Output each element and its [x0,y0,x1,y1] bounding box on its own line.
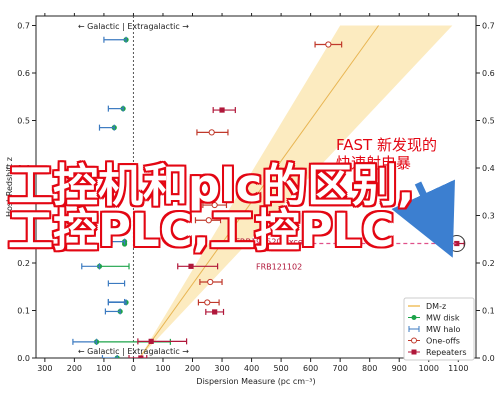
y-tick-label-right: 0.2 [482,259,495,268]
legend-label: MW halo [426,325,461,334]
legend-label: Repeaters [426,348,467,357]
one-offs-point [204,299,211,306]
repeaters-point [188,263,194,269]
x-tick-label: 900 [392,364,407,373]
x-tick-label: 100 [96,364,111,373]
frb-label: FRB121102 [256,262,302,271]
y-tick-label-right: 0.1 [482,307,495,316]
x-tick-label: 200 [67,364,82,373]
legend-box [403,297,475,361]
y-tick-label: 0.7 [17,22,30,31]
x-tick-label: 200 [185,364,200,373]
x-tick-label: 100 [155,364,170,373]
y-tick-label: 0.0 [17,354,30,363]
one-offs-point [325,41,332,48]
y-tick-label: 0.5 [17,117,30,126]
pointer-arrow [391,179,455,258]
x-tick-label: 300 [37,364,52,373]
y-tick-label-right: 0.0 [482,354,495,363]
dm-z-line [138,25,379,358]
y-tick-label-right: 0.4 [482,164,495,173]
y-tick-label-right: 0.5 [482,117,495,126]
divider-label-bottom: ← Galactic | Extragalactic → [78,347,189,356]
y-tick-label-right: 0.3 [482,212,495,221]
frb-label: FRB190520 excess [235,238,311,247]
y-axis-label: Host Redshift z [5,157,14,217]
one-offs-point [205,217,212,224]
dm-z-band [139,25,453,358]
one-offs-point [211,201,218,209]
one-offs-point [207,278,214,286]
x-tick-label: 1100 [448,364,468,373]
legend-label: MW disk [426,314,460,323]
legend-swatch-dot [411,315,417,320]
repeaters-point [219,107,225,113]
legend-swatch-square [411,349,417,355]
repeaters-point [138,355,144,358]
repeaters-point [212,309,218,315]
x-tick-label: 800 [362,364,377,373]
legend-label: DM-z [426,302,446,311]
y-tick-label: 0.3 [17,212,30,221]
x-tick-label: 600 [303,364,318,373]
x-axis-label: Dispersion Measure (pc cm⁻³) [196,377,315,386]
y-tick-label: 0.1 [17,307,30,316]
x-tick-label: 400 [244,364,259,373]
x-tick-label: 500 [273,364,288,373]
one-offs-point [208,129,215,136]
repeaters-point [148,338,154,344]
x-tick-label: 1000 [419,364,439,373]
x-tick-label: 300 [214,364,229,373]
y-tick-label: 0.2 [17,259,30,268]
legend-label: One-offs [426,337,460,346]
y-tick-label: 0.6 [17,69,30,78]
repeaters-point [454,240,460,247]
x-tick-label: 700 [333,364,348,373]
legend-swatch-ring [411,337,417,344]
y-tick-label-right: 0.7 [482,22,495,31]
y-tick-label-right: 0.6 [482,69,495,78]
y-tick-label: 0.4 [17,164,30,173]
divider-label-top: ← Galactic | Extragalactic → [78,22,189,31]
x-tick-label: 0 [131,364,136,373]
